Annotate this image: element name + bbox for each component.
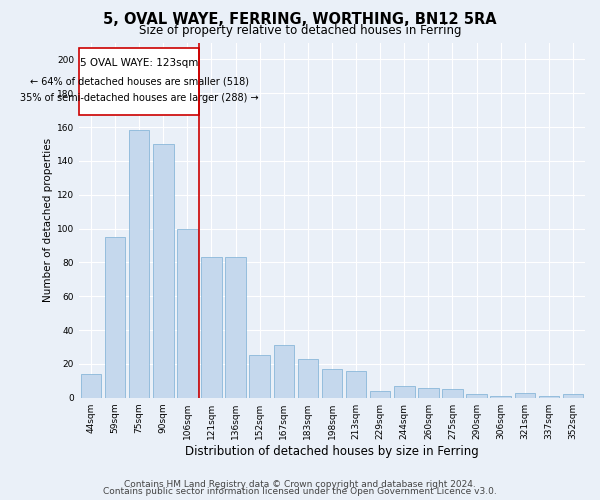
Text: ← 64% of detached houses are smaller (518): ← 64% of detached houses are smaller (51…: [29, 76, 248, 86]
Bar: [177, 228, 197, 398]
Bar: [153, 144, 173, 398]
Bar: [539, 396, 559, 398]
Text: 35% of semi-detached houses are larger (288) →: 35% of semi-detached houses are larger (…: [20, 94, 259, 104]
Bar: [370, 391, 391, 398]
Text: 5, OVAL WAYE, FERRING, WORTHING, BN12 5RA: 5, OVAL WAYE, FERRING, WORTHING, BN12 5R…: [103, 12, 497, 27]
Bar: [490, 396, 511, 398]
X-axis label: Distribution of detached houses by size in Ferring: Distribution of detached houses by size …: [185, 444, 479, 458]
Bar: [322, 369, 342, 398]
Bar: [129, 130, 149, 398]
Bar: [274, 346, 294, 398]
Bar: [346, 370, 367, 398]
Bar: [418, 388, 439, 398]
Y-axis label: Number of detached properties: Number of detached properties: [43, 138, 53, 302]
Bar: [442, 390, 463, 398]
Bar: [81, 374, 101, 398]
Bar: [201, 258, 222, 398]
Bar: [515, 392, 535, 398]
Text: Contains HM Land Registry data © Crown copyright and database right 2024.: Contains HM Land Registry data © Crown c…: [124, 480, 476, 489]
Bar: [563, 394, 583, 398]
Bar: [466, 394, 487, 398]
Bar: [250, 356, 270, 398]
Bar: [226, 258, 246, 398]
Bar: [298, 359, 318, 398]
Bar: [394, 386, 415, 398]
Text: Contains public sector information licensed under the Open Government Licence v3: Contains public sector information licen…: [103, 488, 497, 496]
Bar: [105, 237, 125, 398]
FancyBboxPatch shape: [79, 48, 199, 115]
Text: Size of property relative to detached houses in Ferring: Size of property relative to detached ho…: [139, 24, 461, 37]
Text: 5 OVAL WAYE: 123sqm: 5 OVAL WAYE: 123sqm: [80, 58, 199, 68]
